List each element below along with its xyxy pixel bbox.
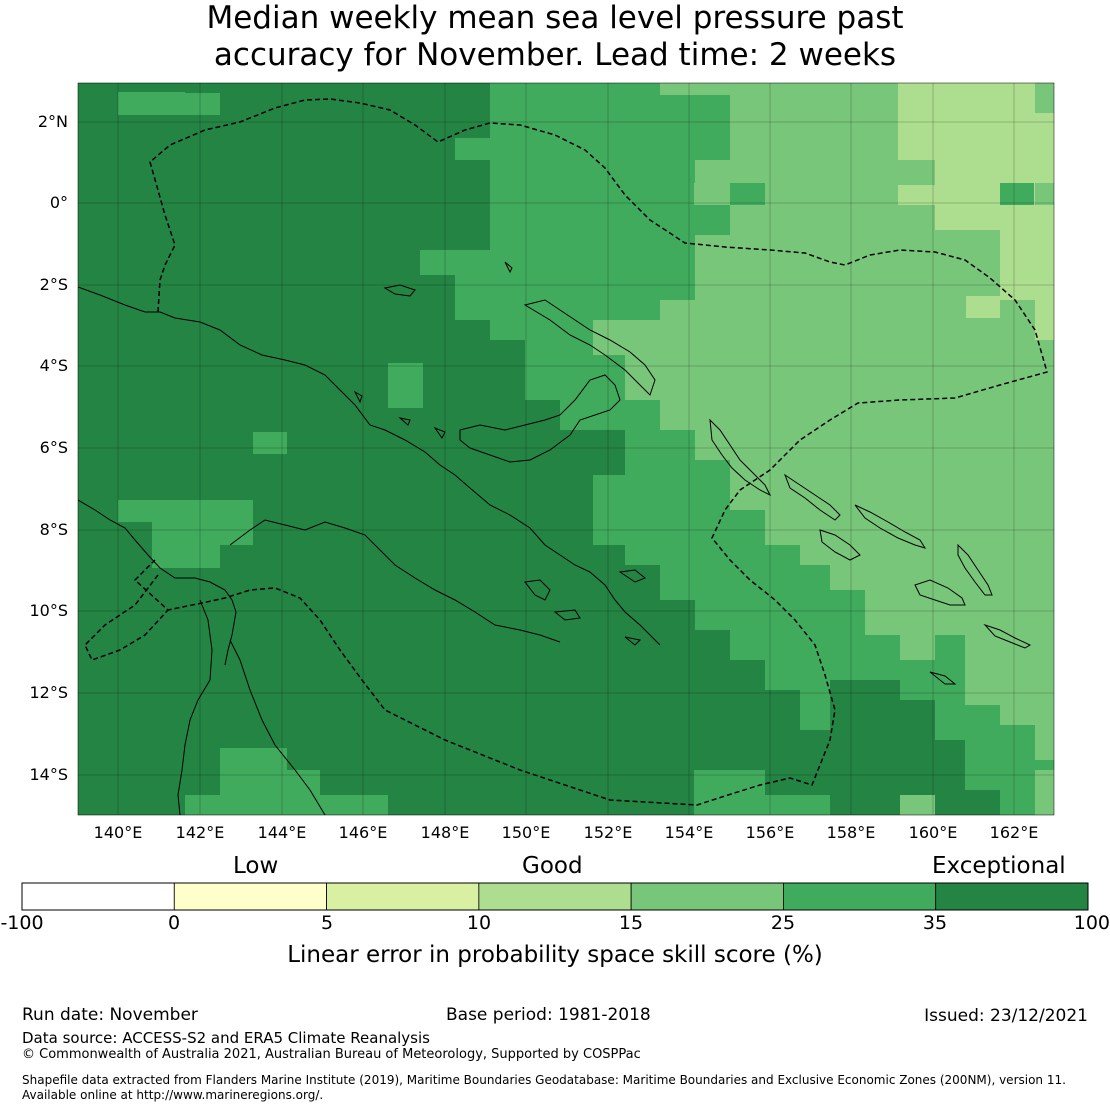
title-line-2: accuracy for November. Lead time: 2 week… [213, 37, 897, 73]
coast-manus [383, 261, 513, 297]
coast-woodlark [618, 569, 646, 583]
coast-guadalcanal [914, 579, 966, 606]
coast-islands-east [524, 579, 957, 685]
eez-torres [84, 574, 169, 661]
issued-date: Issued: 23/12/2021 [924, 1006, 1088, 1026]
lon-label: 144°E [257, 823, 307, 842]
lon-label: 156°E [745, 823, 795, 842]
colorbar-frame [21, 882, 1089, 911]
skill-field-southeast-patch [694, 770, 830, 815]
category-label-exceptional: Exceptional [932, 853, 1066, 879]
coast-gulf-of-papua [229, 519, 561, 643]
lat-label: 0° [49, 193, 68, 212]
lon-label: 162°E [989, 823, 1039, 842]
eez-boundaries [84, 98, 1048, 806]
lat-label: 6°S [39, 438, 68, 457]
lat-label: 2°N [37, 112, 68, 131]
skill-cell [694, 183, 730, 205]
graticule [78, 83, 1054, 815]
skill-cell [253, 432, 287, 454]
coast-new-guinea-south [78, 499, 237, 666]
coast-umboi [353, 390, 446, 439]
coast-new-ireland [523, 299, 656, 396]
chart-title: Median weekly mean sea level pressure pa… [0, 0, 1110, 74]
colorbar-segment [478, 882, 632, 911]
lat-label: 14°S [29, 765, 68, 784]
shapefile-credit-2: Available online at http://www.marinereg… [22, 1088, 324, 1102]
coast-new-britain [459, 374, 621, 463]
lat-label: 8°S [39, 520, 68, 539]
lon-label: 158°E [826, 823, 876, 842]
category-label-good: Good [522, 853, 583, 879]
skill-cell [830, 680, 900, 815]
skill-cell [1035, 770, 1054, 815]
colorbar-tick: -100 [0, 912, 44, 934]
coast-choiseul [783, 473, 841, 521]
lat-label: 2°S [39, 275, 68, 294]
colorbar-segment [326, 882, 480, 911]
eez-png [133, 98, 1048, 806]
skill-cell [966, 296, 1000, 318]
coast-malaita [957, 543, 993, 596]
colorbar-tick: 0 [167, 912, 181, 934]
lat-label: 4°S [39, 356, 68, 375]
lon-label: 140°E [93, 823, 143, 842]
lon-label: 154°E [664, 823, 714, 842]
colorbar-title: Linear error in probability space skill … [287, 942, 823, 968]
data-source: Data source: ACCESS-S2 and ERA5 Climate … [22, 1029, 430, 1047]
skill-cell [730, 183, 765, 205]
lon-label: 148°E [420, 823, 470, 842]
coast-santa-isabel [854, 504, 927, 549]
colorbar-tick: 100 [1073, 912, 1110, 934]
colorbar-segment [173, 882, 327, 911]
skill-field-southwest-patch [118, 500, 253, 568]
skill-field-15-25 [593, 83, 1054, 760]
colorbar-segment [783, 882, 937, 911]
category-label-low: Low [233, 853, 279, 879]
map-frame [77, 82, 1055, 816]
colorbar-segment [935, 882, 1089, 911]
lat-label: 12°S [29, 683, 68, 702]
skill-field-10-15 [898, 83, 1054, 340]
skill-cell [388, 363, 423, 408]
lon-label: 150°E [501, 823, 551, 842]
lon-label: 146°E [338, 823, 388, 842]
copyright: © Commonwealth of Australia 2021, Austra… [22, 1047, 641, 1062]
colorbar-segment [21, 882, 175, 911]
lon-label: 152°E [583, 823, 633, 842]
coast-makira [983, 623, 1032, 649]
lon-label: 160°E [908, 823, 958, 842]
colorbar-tick: 15 [618, 912, 644, 934]
base-period: Base period: 1981-2018 [446, 1005, 651, 1025]
colorbar-segment [630, 882, 784, 911]
colorbar [21, 882, 1089, 911]
skill-cell [1000, 183, 1034, 205]
run-date: Run date: November [22, 1005, 198, 1025]
skill-field-west-patch [118, 92, 220, 115]
skill-field-south-patch [185, 748, 388, 815]
shapefile-credit-1: Shapefile data extracted from Flanders M… [22, 1073, 1066, 1087]
title-line-1: Median weekly mean sea level pressure pa… [206, 0, 904, 36]
colorbar-tick: 10 [466, 912, 492, 934]
colorbar-tick: 35 [922, 912, 948, 934]
lat-label: 10°S [29, 601, 68, 620]
coast-new-georgia [819, 529, 861, 561]
coast-bougainville [709, 418, 772, 497]
lon-label: 142°E [175, 823, 225, 842]
coastlines [78, 261, 1032, 815]
coast-new-guinea-north [78, 286, 661, 646]
colorbar-tick: 25 [770, 912, 796, 934]
coast-cape-york [177, 599, 213, 815]
colorbar-tick: 5 [320, 912, 334, 934]
coast-cape-york-east [229, 639, 326, 815]
